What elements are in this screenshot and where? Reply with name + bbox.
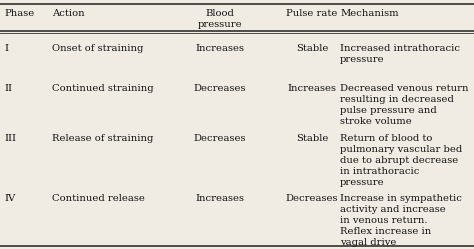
Text: Increases: Increases <box>195 44 245 53</box>
Text: Decreases: Decreases <box>194 134 246 143</box>
Text: Increased intrathoracic
pressure: Increased intrathoracic pressure <box>340 44 460 64</box>
Text: Stable: Stable <box>296 134 328 143</box>
Text: IV: IV <box>4 194 15 203</box>
Text: Blood
pressure: Blood pressure <box>198 9 242 29</box>
Text: Mechanism: Mechanism <box>340 9 399 18</box>
Text: Continued release: Continued release <box>52 194 145 203</box>
Text: II: II <box>4 84 12 93</box>
Text: Decreases: Decreases <box>194 84 246 93</box>
Text: Continued straining: Continued straining <box>52 84 154 93</box>
Text: Phase: Phase <box>4 9 34 18</box>
Text: Decreased venous return
resulting in decreased
pulse pressure and
stroke volume: Decreased venous return resulting in dec… <box>340 84 468 126</box>
Text: Return of blood to
pulmonary vascular bed
due to abrupt decrease
in intrathoraci: Return of blood to pulmonary vascular be… <box>340 134 462 187</box>
Text: Onset of straining: Onset of straining <box>52 44 143 53</box>
Text: Action: Action <box>52 9 85 18</box>
Text: Pulse rate: Pulse rate <box>286 9 337 18</box>
Text: Stable: Stable <box>296 44 328 53</box>
Text: I: I <box>4 44 8 53</box>
Text: Release of straining: Release of straining <box>52 134 154 143</box>
Text: Increases: Increases <box>195 194 245 203</box>
Text: Increases: Increases <box>288 84 337 93</box>
Text: III: III <box>4 134 16 143</box>
Text: Decreases: Decreases <box>286 194 338 203</box>
Text: Increase in sympathetic
activity and increase
in venous return.
Reflex increase : Increase in sympathetic activity and inc… <box>340 194 462 248</box>
